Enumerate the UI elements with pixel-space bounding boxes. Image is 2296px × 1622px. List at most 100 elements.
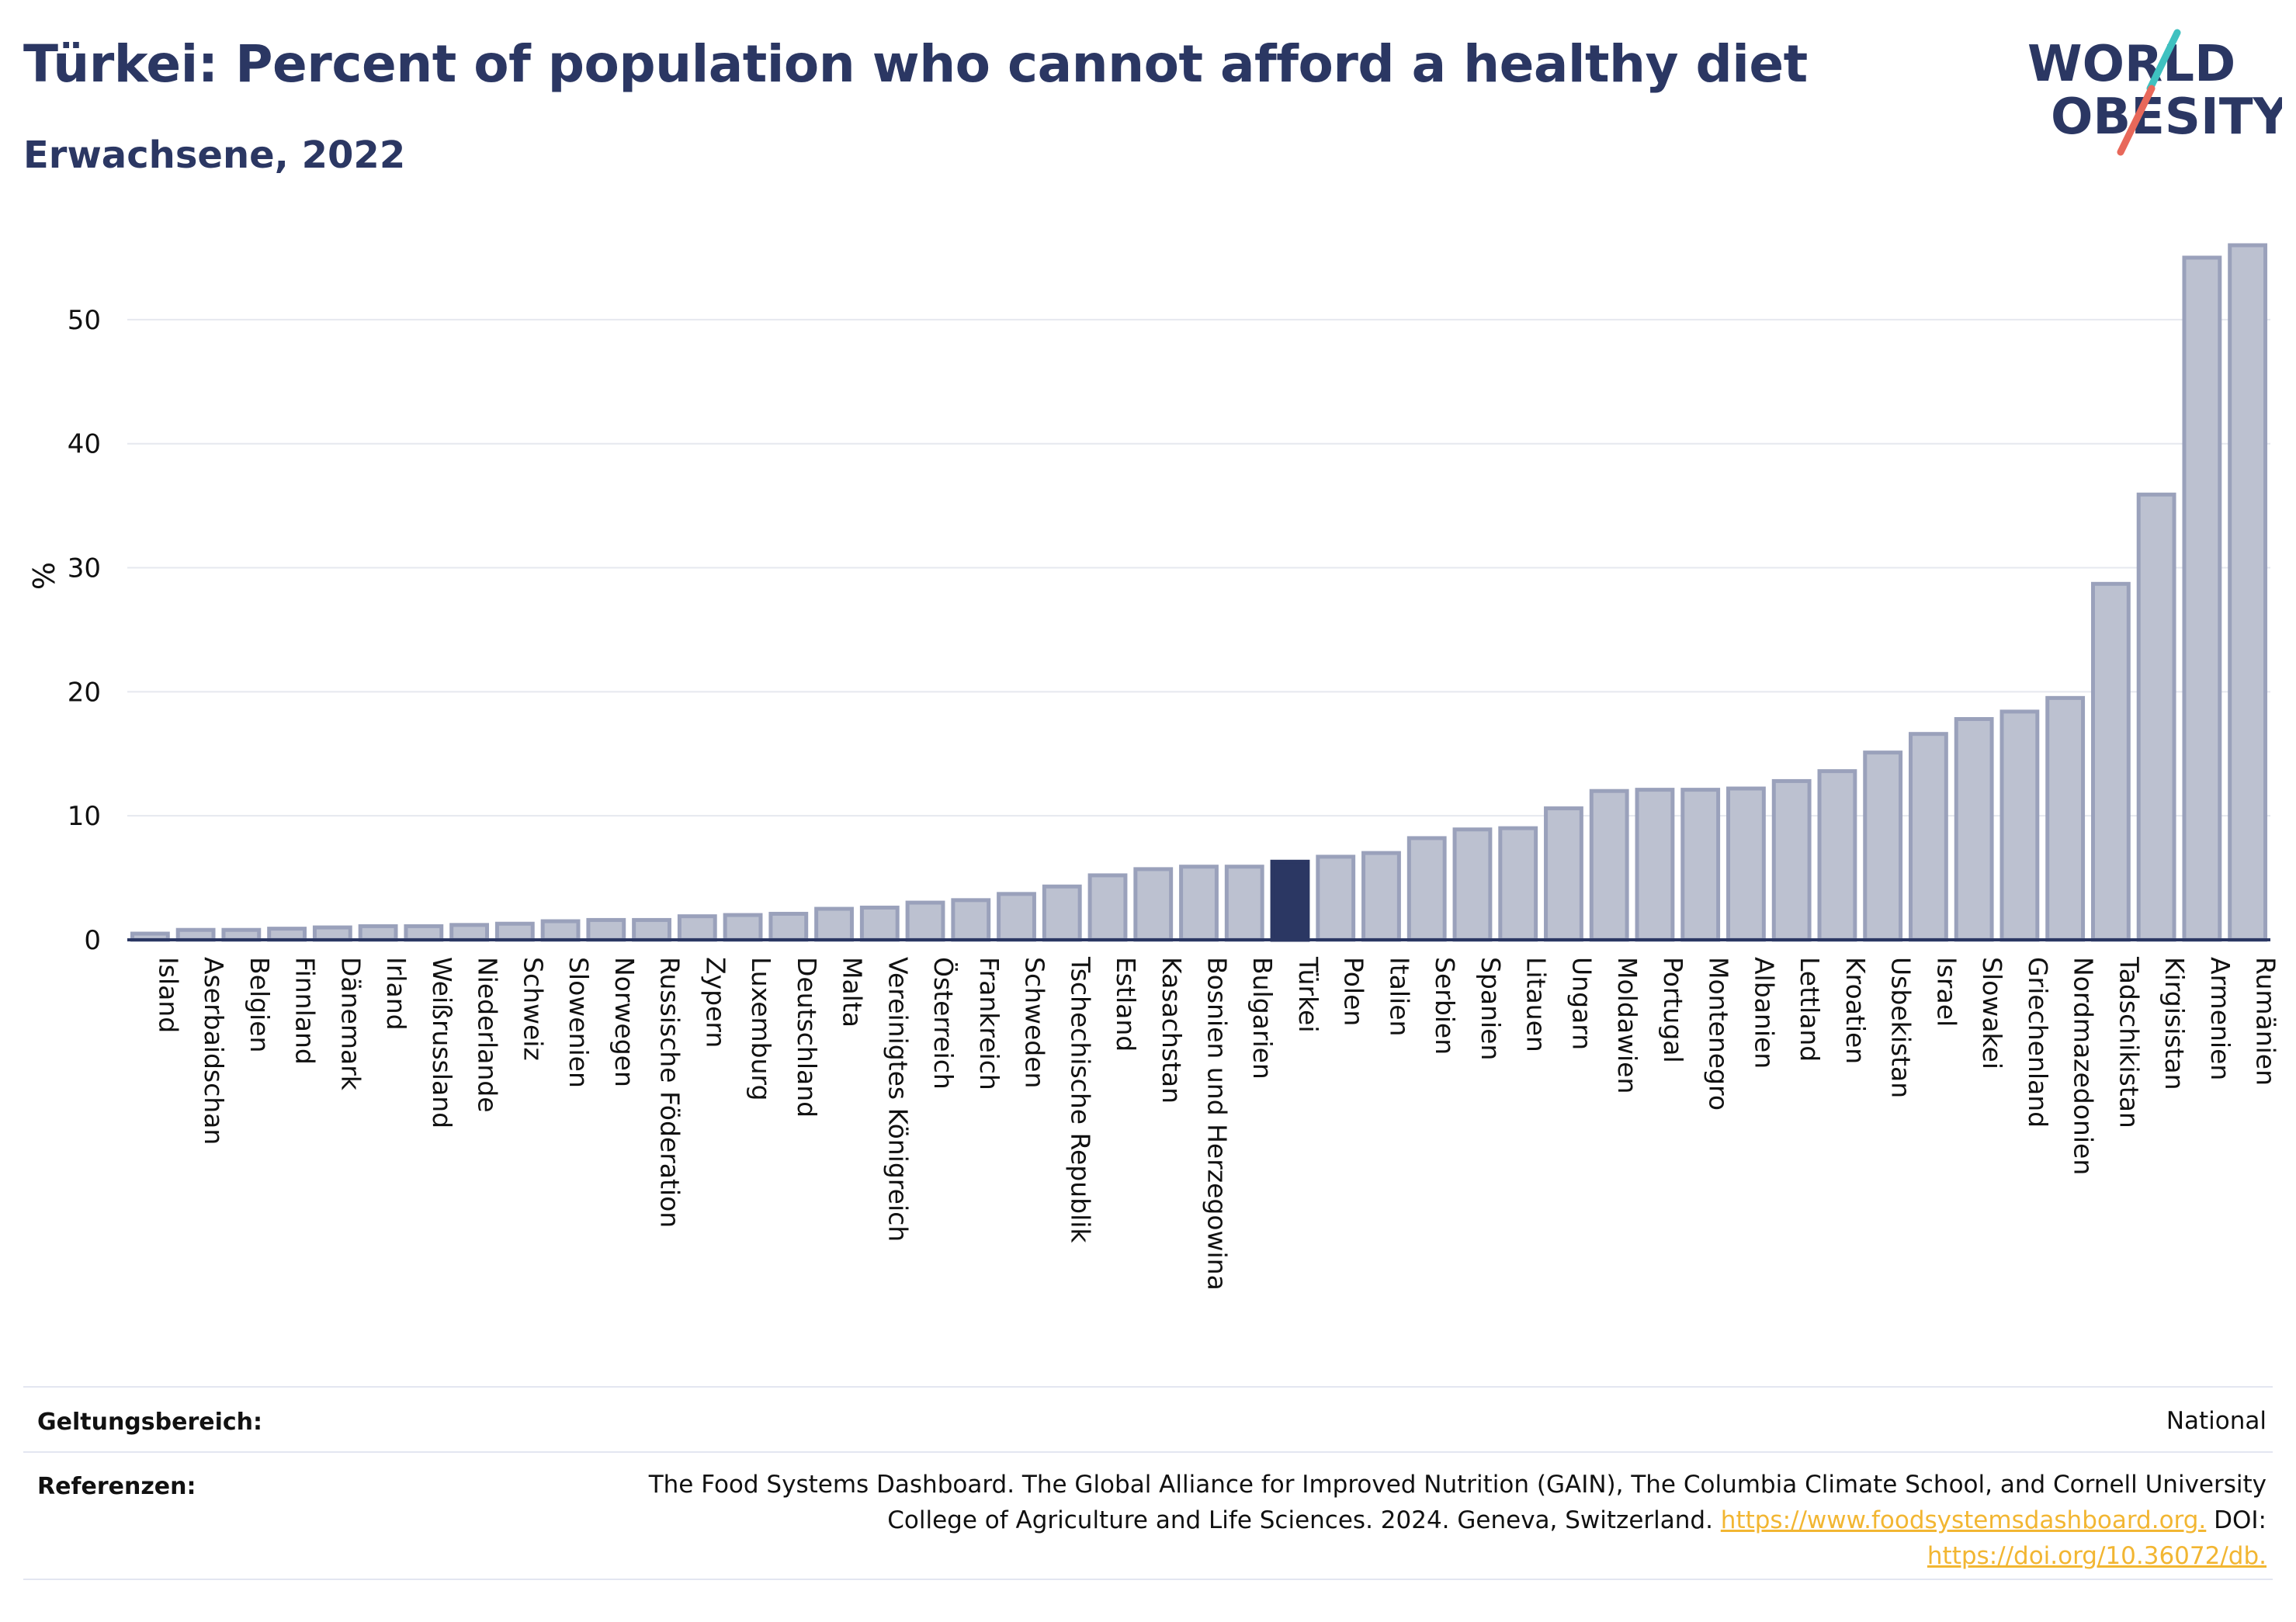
- x-tick-label: Rumänien: [2251, 957, 2281, 1086]
- x-tick-label: Estland: [1111, 957, 1141, 1052]
- x-tick-label: Schweiz: [518, 957, 548, 1061]
- x-tick-label: Österreich: [928, 957, 959, 1090]
- bar: [1817, 769, 1857, 942]
- x-tick-label: Kasachstan: [1157, 957, 1187, 1104]
- x-tick-label: Frankreich: [974, 957, 1004, 1090]
- x-tick-label: Ungarn: [1566, 957, 1597, 1050]
- x-tick-label: Slowenien: [564, 957, 594, 1088]
- bar: [2090, 581, 2131, 942]
- bar-chart: 0 10 20 30 40 50% Island Aserbaidschan Belgien Fi…: [27, 243, 2281, 1291]
- y-tick-label: 50: [68, 305, 101, 336]
- y-tick-label: 10: [68, 801, 101, 832]
- x-tick-label: Island: [153, 957, 183, 1033]
- page-title: Türkei: Percent of population who cannot…: [23, 34, 1808, 94]
- x-tick-label: Tadschikistan: [2114, 956, 2144, 1128]
- reference-link-dashboard[interactable]: https://www.foodsystemsdashboard.org.: [1720, 1506, 2207, 1534]
- bar: [1042, 884, 1082, 942]
- x-tick-label: Belgien: [245, 957, 275, 1052]
- x-tick-label: Russische Föderation: [655, 957, 685, 1228]
- bar: [267, 927, 307, 942]
- x-tick-label: Slowakei: [1977, 957, 2007, 1069]
- x-tick-label: Portugal: [1658, 957, 1688, 1063]
- bar: [1680, 788, 1721, 942]
- bar: [1771, 778, 1812, 942]
- x-tick-label: Moldawien: [1612, 957, 1642, 1093]
- bar: [1133, 867, 1174, 942]
- bar: [677, 914, 717, 942]
- bar: [449, 923, 489, 942]
- bar: [905, 900, 945, 942]
- reference-link-doi[interactable]: https://doi.org/10.36072/db.: [1927, 1542, 2267, 1570]
- bar: [997, 892, 1036, 942]
- x-tick-label: Aserbaidschan: [199, 957, 229, 1145]
- x-tick-label: Deutschland: [792, 957, 822, 1118]
- x-tick-label: Schweden: [1020, 957, 1050, 1088]
- references-line2: College of Agriculture and Life Sciences…: [887, 1506, 1713, 1534]
- y-tick-label: 30: [68, 553, 101, 584]
- bar: [586, 917, 626, 942]
- scope-label: Geltungsbereich:: [37, 1409, 263, 1436]
- bar: [1452, 827, 1493, 942]
- footer-divider: [23, 1451, 2273, 1453]
- bar: [404, 924, 444, 942]
- x-tick-label: Griechenland: [2023, 957, 2053, 1128]
- x-tick-label: Dänemark: [335, 957, 366, 1091]
- bar: [358, 924, 398, 942]
- references-line1: The Food Systems Dashboard. The Global A…: [648, 1471, 2267, 1499]
- bar: [1498, 826, 1538, 942]
- x-tick-label: Luxemburg: [746, 957, 776, 1100]
- references-text: The Food Systems Dashboard. The Global A…: [481, 1467, 2267, 1574]
- scope-value: National: [2166, 1407, 2267, 1435]
- page-subtitle: Erwachsene, 2022: [23, 133, 406, 177]
- bar: [859, 905, 900, 942]
- x-tick-label: Bulgarien: [1247, 957, 1278, 1080]
- bar: [723, 913, 763, 942]
- bar: [768, 911, 809, 942]
- bar: [1179, 865, 1219, 942]
- y-tick-label: 20: [68, 677, 101, 708]
- x-tick-label: Zypern: [700, 957, 730, 1048]
- references-doi-label: DOI:: [2214, 1506, 2267, 1534]
- x-tick-label: Norwegen: [609, 957, 640, 1087]
- bar: [814, 906, 854, 942]
- x-tick-label: Nordmazedonien: [2069, 957, 2099, 1175]
- x-tick-label: Litauen: [1521, 957, 1552, 1052]
- x-tick-label: Armenien: [2205, 957, 2235, 1080]
- x-tick-label: Malta: [838, 957, 868, 1028]
- logo-line2: OBESITY: [2051, 88, 2282, 146]
- x-tick-label: Spanien: [1476, 957, 1506, 1060]
- footer-divider: [23, 1579, 2273, 1580]
- bar: [1909, 732, 1948, 942]
- bar: [1544, 806, 1583, 942]
- y-axis-title: %: [27, 562, 61, 590]
- bar: [1863, 750, 1903, 942]
- x-tick-label: Vereinigtes Königreich: [883, 957, 913, 1242]
- bar: [951, 898, 991, 942]
- bar: [1361, 851, 1401, 942]
- footer-divider: [23, 1386, 2273, 1388]
- x-tick-label: Kroatien: [1840, 957, 1871, 1064]
- y-tick-label: 0: [84, 925, 101, 956]
- logo-slash-teal: [2146, 29, 2181, 92]
- bar: [2182, 255, 2222, 942]
- x-tick-label: Bosnien und Herzegowina: [1202, 957, 1233, 1291]
- bar: [2136, 492, 2176, 942]
- x-tick-label: Italien: [1384, 957, 1414, 1036]
- y-tick-label: 40: [68, 429, 101, 460]
- bar: [1270, 859, 1310, 942]
- x-tick-label: Israel: [1931, 957, 1961, 1027]
- bar: [632, 917, 671, 942]
- bar: [540, 919, 581, 942]
- bar: [1087, 873, 1128, 942]
- bar: [2045, 695, 2086, 942]
- bar: [1224, 865, 1264, 942]
- references-label: Referenzen:: [37, 1473, 196, 1500]
- bar: [2228, 243, 2268, 942]
- bar: [1406, 836, 1447, 942]
- x-tick-label: Türkei: [1293, 956, 1323, 1033]
- logo-slash-coral: [2117, 85, 2156, 156]
- x-tick-label: Niederlande: [473, 957, 503, 1113]
- x-tick-label: Serbien: [1430, 957, 1460, 1055]
- x-tick-label: Montenegro: [1704, 957, 1734, 1111]
